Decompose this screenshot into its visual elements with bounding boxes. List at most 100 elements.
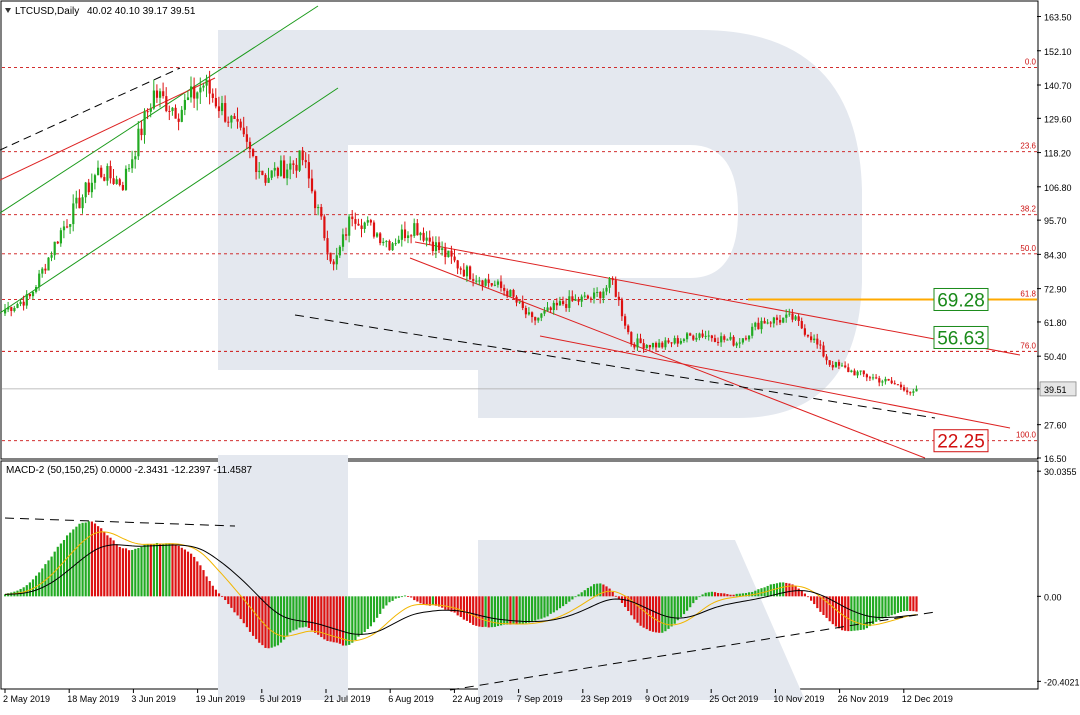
macd-histogram-bar xyxy=(782,582,785,597)
candle-body-bull xyxy=(636,338,639,348)
macd-histogram-bar xyxy=(236,596,239,616)
candle-body-bull xyxy=(128,168,131,170)
candle-body-bear xyxy=(624,316,627,326)
candle-body-bull xyxy=(81,197,84,209)
candle-body-bear xyxy=(10,307,13,311)
channel-green-lower xyxy=(0,87,339,314)
candle-body-bull xyxy=(884,378,887,382)
candle-body-bull xyxy=(695,337,698,340)
candle-body-bear xyxy=(22,301,25,306)
macd-histogram-bar xyxy=(574,596,577,598)
macd-histogram-bar xyxy=(878,596,881,621)
macd-histogram-bar xyxy=(394,596,397,599)
macd-histogram-bar xyxy=(152,543,155,597)
candle-body-bull xyxy=(912,391,915,393)
macd-histogram-bar xyxy=(366,596,369,630)
candle-body-bear xyxy=(481,280,484,286)
candle-body-bull xyxy=(84,182,87,198)
candle-body-bull xyxy=(152,90,155,109)
candle-body-bull xyxy=(180,109,183,122)
candle-body-bear xyxy=(630,332,633,345)
candle-body-bull xyxy=(59,230,62,244)
time-axis-label: 25 Oct 2019 xyxy=(709,694,758,704)
macd-histogram-bar xyxy=(459,596,462,617)
candle-body-bear xyxy=(224,103,227,122)
candle-body-bull xyxy=(400,229,403,240)
macd-histogram-bar xyxy=(524,596,527,624)
candle-body-bull xyxy=(841,365,844,367)
macd-histogram-bar xyxy=(813,596,816,605)
fib-level-label: 23.6 xyxy=(1020,142,1036,151)
candle-body-bull xyxy=(707,335,710,337)
fib-level-label: 100.0 xyxy=(1016,431,1037,440)
candle-body-bear xyxy=(825,356,828,361)
macd-histogram-bar xyxy=(868,596,872,627)
candle-body-bull xyxy=(289,163,292,170)
candle-body-bull xyxy=(537,317,540,321)
macd-histogram-bar xyxy=(162,543,165,597)
macd-histogram-bar xyxy=(438,596,441,607)
macd-histogram-bar xyxy=(341,596,345,646)
time-axis-label: 9 Oct 2019 xyxy=(645,694,689,704)
candle-body-bear xyxy=(103,177,106,181)
macd-histogram-bar xyxy=(193,556,196,597)
macd-histogram-bar xyxy=(909,596,912,611)
price-axis-label: 140.70 xyxy=(1044,81,1072,91)
candle-body-bear xyxy=(357,223,360,226)
time-axis-label: 3 Jun 2019 xyxy=(131,694,176,704)
macd-histogram-bar xyxy=(670,596,673,627)
macd-histogram-bar xyxy=(106,535,109,597)
candle-body-bull xyxy=(748,335,751,340)
candle-body-bear xyxy=(723,336,726,340)
macd-histogram-bar xyxy=(534,596,537,621)
macd-histogram-bar xyxy=(93,523,97,597)
macd-histogram-bar xyxy=(382,596,385,609)
macd-histogram-bar xyxy=(531,596,534,622)
candle-body-bull xyxy=(593,292,596,299)
candle-body-bull xyxy=(605,287,608,292)
macd-histogram-bar xyxy=(403,595,407,597)
candle-body-bear xyxy=(853,370,856,376)
macd-histogram-bar xyxy=(165,543,168,597)
candle-body-bear xyxy=(208,79,211,94)
macd-histogram-bar xyxy=(90,521,93,597)
candle-body-bull xyxy=(741,338,744,343)
candle-body-bear xyxy=(627,325,630,333)
macd-signal-line xyxy=(4,531,917,642)
candle-body-bull xyxy=(726,339,729,341)
candle-body-bear xyxy=(642,343,645,349)
target-label-box xyxy=(933,287,989,311)
candle-body-bull xyxy=(270,170,273,178)
candle-body-bull xyxy=(583,295,586,297)
macd-histogram-bar xyxy=(906,596,909,611)
symbol-title[interactable]: LTCUSD,Daily xyxy=(15,6,79,17)
candle-body-bear xyxy=(146,111,149,113)
macd-histogram-bar xyxy=(317,596,320,635)
macd-histogram-bar xyxy=(115,544,118,597)
macd-histogram-bar xyxy=(633,596,636,620)
target-label-text: 22.25 xyxy=(937,432,985,453)
fib-level-label: 61.8 xyxy=(1020,289,1036,298)
candle-body-bear xyxy=(717,341,720,343)
candle-body-bull xyxy=(186,97,190,100)
symbol-dropdown-icon[interactable] xyxy=(5,8,11,13)
candle-body-bull xyxy=(62,226,66,231)
candle-body-bear xyxy=(44,268,47,271)
candle-body-bear xyxy=(444,248,447,257)
candle-body-bear xyxy=(503,287,506,291)
macd-histogram-bar xyxy=(887,596,890,617)
macd-histogram-bar xyxy=(428,596,431,606)
candle-body-bull xyxy=(673,338,676,344)
macd-histogram-bar xyxy=(642,596,645,628)
candle-body-bear xyxy=(555,302,558,306)
axis-layer: 163.50 152.10 140.70 129.60 118.20 106.80 95.7… xyxy=(3,13,1080,704)
macd-histogram-bar xyxy=(143,544,146,597)
time-axis-label: 21 Jul 2019 xyxy=(324,694,371,704)
time-axis-label: 12 Dec 2019 xyxy=(902,694,953,704)
macd-histogram-bar xyxy=(577,594,580,597)
macd-histogram-bar xyxy=(261,596,264,646)
macd-histogram-bar xyxy=(338,596,341,644)
macd-histogram-bar xyxy=(658,596,661,633)
macd-histogram-bar xyxy=(707,592,710,597)
macd-histogram-bar xyxy=(149,544,152,597)
